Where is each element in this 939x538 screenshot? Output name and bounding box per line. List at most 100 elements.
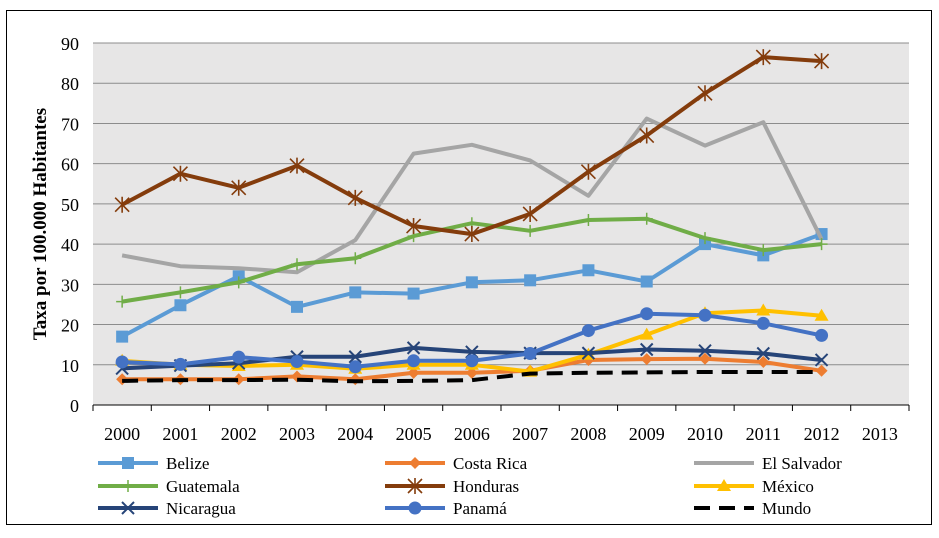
legend-marker [121, 501, 135, 515]
data-point-panama [232, 350, 246, 364]
legend-item-honduras: Honduras [385, 477, 519, 496]
x-tick-label: 2003 [279, 424, 315, 444]
data-point-panama [698, 308, 712, 322]
legend-marker [717, 479, 731, 491]
x-tick-label: 2011 [746, 424, 781, 444]
data-point-nicaragua [406, 341, 421, 355]
data-point-nicaragua [581, 346, 596, 360]
x-tick-label: 2012 [804, 424, 840, 444]
data-point-belize [699, 238, 711, 251]
data-point-guatemala [116, 295, 129, 308]
axes: 0 10 20 30 40 50 60 70 80 90 2000 2001 2002 2003 2004 2… [61, 34, 910, 444]
data-point-guatemala [232, 276, 245, 289]
legend-marker [408, 501, 422, 515]
y-tick-label: 40 [61, 235, 79, 255]
y-axis-title: Taxa por 100.000 Habitantes [30, 108, 51, 340]
data-point-belize [174, 299, 187, 312]
data-point-honduras [231, 179, 247, 196]
legend-label: Panamá [453, 499, 507, 518]
y-tick-label: 10 [61, 356, 79, 376]
data-point-costa-rica [757, 355, 770, 368]
data-point-costa-rica [815, 364, 828, 377]
legend-label: Guatemala [166, 477, 240, 496]
data-point-guatemala [582, 213, 595, 226]
data-point-guatemala [174, 286, 187, 299]
x-tick-label: 2000 [104, 424, 140, 444]
data-point-panama [407, 354, 421, 368]
data-point-costa-rica [407, 366, 420, 379]
data-point-honduras [755, 49, 771, 66]
legend-label: Belize [166, 454, 209, 473]
data-point-costa-rica [465, 366, 478, 379]
y-tick-label: 20 [61, 316, 79, 336]
x-tick-label: 2006 [454, 424, 490, 444]
data-point-honduras [406, 218, 422, 235]
data-point-belize [465, 276, 478, 289]
data-point-honduras [464, 226, 480, 243]
data-point-honduras [172, 165, 188, 182]
data-point-honduras [114, 196, 130, 213]
legend-label: Costa Rica [453, 454, 528, 473]
series-line-el-salvador [121, 116, 824, 275]
data-point-belize [407, 287, 420, 300]
data-point-panama [523, 347, 537, 361]
legend-label: Honduras [453, 477, 519, 496]
data-point-panama [348, 360, 362, 374]
data-point-belize [291, 300, 303, 313]
data-point-nicaragua [756, 346, 770, 361]
data-point-nicaragua [348, 350, 362, 364]
data-point-mexico [639, 327, 654, 340]
data-point-honduras [580, 163, 596, 180]
legend-item-costa-rica: Costa Rica [385, 454, 528, 473]
legend-item-el-salvador: El Salvador [694, 454, 842, 473]
data-point-guatemala [757, 244, 770, 257]
data-point-panama [640, 307, 654, 321]
gridlines [93, 42, 909, 366]
data-point-nicaragua [640, 342, 654, 357]
data-point-nicaragua [814, 353, 829, 367]
legend-label: El Salvador [762, 454, 842, 473]
series [114, 49, 830, 386]
y-tick-label: 50 [61, 195, 79, 215]
y-tick-label: 90 [61, 34, 79, 54]
legend: Belize Costa Rica El Salvador Guatemala Hond… [98, 454, 842, 518]
data-point-honduras [697, 85, 713, 102]
data-point-honduras [639, 127, 655, 144]
x-tick-label: 2005 [396, 424, 432, 444]
data-point-belize [640, 275, 653, 288]
data-point-belize [349, 286, 362, 299]
data-point-belize [116, 330, 129, 343]
x-tick-label: 2002 [221, 424, 257, 444]
data-point-guatemala [815, 238, 828, 251]
legend-item-belize: Belize [98, 454, 209, 473]
data-point-belize [524, 274, 537, 287]
legend-label: Mundo [762, 499, 811, 518]
data-point-guatemala [640, 212, 653, 225]
series-line-mundo [122, 370, 822, 384]
data-point-panama [756, 316, 770, 330]
data-point-guatemala [699, 232, 711, 245]
legend-label: México [762, 477, 814, 496]
legend-item-panama: Panamá [385, 499, 507, 518]
data-point-costa-rica [232, 373, 245, 386]
series-panama [115, 307, 829, 374]
x-tick-label: 2009 [629, 424, 665, 444]
data-point-honduras [522, 205, 538, 222]
data-point-panama [581, 324, 595, 338]
legend-item-guatemala: Guatemala [98, 477, 240, 496]
legend-label: Nicaragua [166, 499, 236, 518]
data-point-honduras [814, 53, 830, 70]
legend-marker [122, 480, 134, 492]
y-tick-label: 0 [70, 396, 79, 416]
data-point-guatemala [349, 252, 362, 265]
legend-item-mexico: México [694, 477, 814, 496]
legend-marker [407, 478, 423, 494]
legend-marker [122, 457, 134, 469]
x-tick-label: 2001 [162, 424, 198, 444]
data-point-panama [465, 354, 479, 368]
y-tick-label: 70 [61, 114, 79, 134]
data-point-costa-rica [699, 352, 711, 365]
data-point-guatemala [291, 258, 303, 271]
